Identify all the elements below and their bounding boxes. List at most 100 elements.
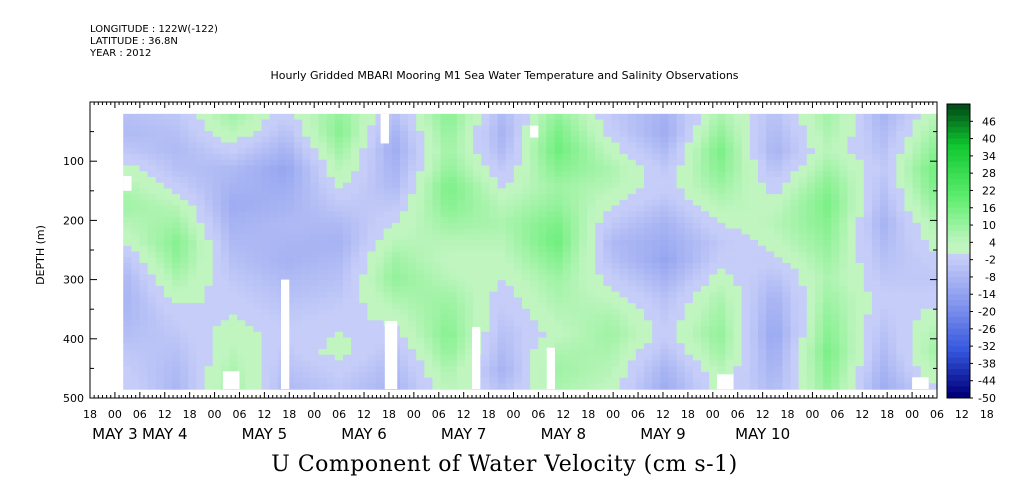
- heatmap-cell: [155, 343, 165, 350]
- heatmap-cell: [163, 234, 173, 241]
- heatmap-cell: [668, 165, 678, 172]
- heatmap-cell: [717, 303, 727, 310]
- heatmap-cell: [847, 366, 857, 373]
- heatmap-cell: [774, 217, 783, 224]
- heatmap-cell: [749, 211, 759, 218]
- heatmap-cell: [871, 176, 881, 184]
- heatmap-cell: [513, 159, 523, 167]
- heatmap-cell: [798, 251, 808, 258]
- heatmap-cell: [310, 257, 320, 264]
- heatmap-cell: [204, 274, 214, 281]
- heatmap-cell: [334, 343, 344, 350]
- heatmap-cell: [806, 285, 816, 293]
- heatmap-cell: [326, 251, 336, 258]
- heatmap-cell: [774, 228, 783, 235]
- heatmap-cell: [530, 257, 539, 264]
- heatmap-cell: [342, 245, 352, 253]
- heatmap-cell: [741, 314, 751, 321]
- heatmap-cell: [538, 268, 547, 276]
- heatmap-cell: [635, 366, 645, 373]
- heatmap-cell: [603, 314, 613, 321]
- heatmap-cell: [668, 354, 678, 362]
- heatmap-cell: [269, 182, 279, 189]
- heatmap-cell: [757, 326, 767, 333]
- heatmap-cell: [709, 377, 718, 384]
- heatmap-cell: [188, 297, 198, 304]
- heatmap-cell: [489, 245, 499, 253]
- heatmap-cell: [326, 217, 336, 224]
- heatmap-cell: [611, 314, 621, 321]
- heatmap-cell: [757, 308, 767, 316]
- heatmap-cell: [318, 131, 328, 138]
- heatmap-cell: [497, 176, 507, 184]
- heatmap-cell: [212, 205, 222, 212]
- heatmap-cell: [123, 199, 132, 207]
- heatmap-cell: [725, 297, 735, 304]
- heatmap-cell: [595, 153, 604, 161]
- heatmap-cell: [432, 228, 442, 235]
- heatmap-cell: [473, 136, 482, 144]
- heatmap-cell: [587, 222, 596, 230]
- heatmap-cell: [880, 228, 889, 235]
- heatmap-cell: [513, 280, 523, 287]
- heatmap-cell: [172, 228, 181, 235]
- heatmap-cell: [871, 119, 881, 126]
- heatmap-cell: [839, 165, 849, 172]
- heatmap-cell: [342, 228, 352, 235]
- heatmap-cell: [139, 165, 149, 172]
- heatmap-cell: [912, 176, 922, 184]
- heatmap-cell: [294, 131, 303, 138]
- heatmap-cell: [717, 245, 727, 253]
- heatmap-cell: [709, 228, 718, 235]
- heatmap-cell: [326, 314, 336, 321]
- heatmap-cell: [399, 251, 409, 258]
- heatmap-cell: [603, 326, 613, 333]
- heatmap-cell: [603, 262, 613, 270]
- heatmap-cell: [717, 148, 727, 155]
- heatmap-cell: [180, 308, 189, 316]
- heatmap-cell: [163, 171, 173, 178]
- heatmap-cell: [147, 280, 157, 287]
- heatmap-cell: [147, 383, 157, 390]
- heatmap-cell: [871, 194, 881, 201]
- heatmap-cell: [774, 377, 783, 384]
- heatmap-cell: [904, 153, 914, 161]
- heatmap-cell: [285, 165, 295, 172]
- heatmap-cell: [465, 371, 474, 379]
- heatmap-cell: [766, 337, 775, 344]
- heatmap-cell: [489, 131, 499, 138]
- heatmap-cell: [530, 371, 539, 379]
- heatmap-cell: [294, 205, 303, 212]
- heatmap-cell: [318, 222, 328, 230]
- heatmap-cell: [147, 153, 157, 161]
- heatmap-cell: [627, 222, 637, 230]
- heatmap-cell: [163, 113, 173, 121]
- heatmap-cell: [766, 165, 775, 172]
- heatmap-cell: [375, 377, 385, 384]
- heatmap-cell: [798, 262, 808, 270]
- heatmap-cell: [863, 142, 873, 149]
- heatmap-cell: [318, 348, 328, 356]
- heatmap-cell: [196, 274, 206, 281]
- heatmap-cell: [497, 314, 507, 321]
- heatmap-cell: [766, 348, 775, 356]
- heatmap-cell: [513, 257, 523, 264]
- heatmap-cell: [701, 234, 710, 241]
- heatmap-cell: [359, 383, 368, 390]
- heatmap-cell: [839, 354, 849, 362]
- heatmap-cell: [888, 314, 897, 321]
- heatmap-cell: [806, 199, 816, 207]
- heatmap-cell: [163, 274, 173, 281]
- heatmap-cell: [790, 262, 800, 270]
- heatmap-cell: [253, 234, 263, 241]
- heatmap-cell: [757, 257, 767, 264]
- heatmap-cell: [188, 360, 198, 367]
- heatmap-cell: [603, 159, 613, 167]
- heatmap-cell: [334, 326, 344, 333]
- heatmap-cell: [310, 354, 320, 362]
- heatmap-cell: [741, 297, 751, 304]
- heatmap-cell: [814, 337, 824, 344]
- heatmap-cell: [831, 165, 840, 172]
- heatmap-cell: [741, 360, 751, 367]
- heatmap-cell: [131, 234, 141, 241]
